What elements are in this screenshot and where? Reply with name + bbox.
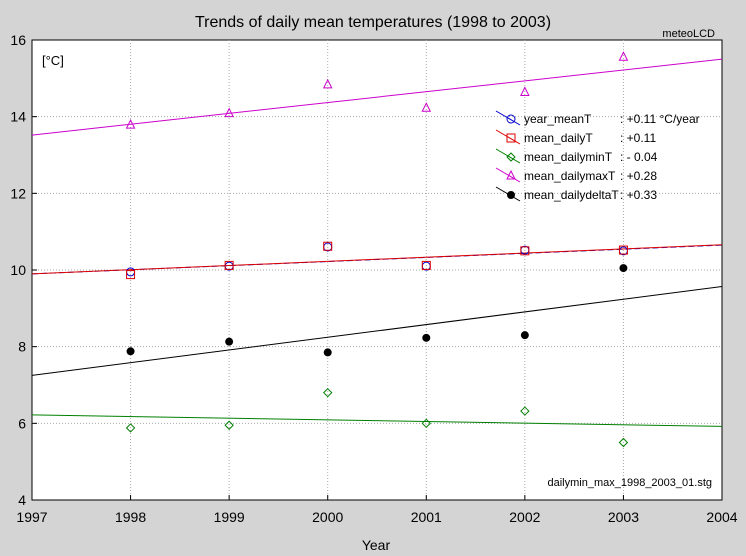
legend-swatch-line <box>495 110 521 126</box>
marker-mean_dailyminT <box>125 423 136 433</box>
legend-swatch-line <box>495 167 521 183</box>
marker-mean_dailydeltaT <box>225 337 234 346</box>
legend-trend: : +0.28 <box>620 169 657 183</box>
marker-mean_dailymaxT <box>520 86 530 97</box>
legend-marker <box>506 152 516 162</box>
source-label: dailymin_max_1998_2003_01.stg <box>547 477 712 489</box>
marker-mean_dailyminT <box>421 418 431 429</box>
marker-mean_dailydeltaT <box>520 331 529 340</box>
data-markers <box>125 51 629 448</box>
y-tick-label: 12 <box>10 185 26 201</box>
grid-lines <box>32 40 722 500</box>
marker-mean_dailyT <box>323 241 333 251</box>
marker-mean_dailyT <box>126 270 136 280</box>
legend-trend: : +0.11 °C/year <box>620 112 700 126</box>
marker-mean_dailymaxT <box>224 107 234 118</box>
legend-swatch-line <box>495 129 521 145</box>
marker-mean_dailyT <box>520 246 530 256</box>
x-tick-label: 1998 <box>115 509 146 525</box>
y-tick-label: 6 <box>18 415 26 431</box>
x-tick-label: 2002 <box>509 509 540 525</box>
marker-mean_dailyminT <box>520 406 530 416</box>
legend-marker <box>506 169 516 180</box>
x-tick-label: 2004 <box>706 509 737 525</box>
marker-mean_dailydeltaT <box>126 347 135 356</box>
y-tick-label: 16 <box>10 32 26 48</box>
marker-mean_dailyminT <box>323 387 333 398</box>
marker-mean_dailyminT <box>224 420 234 430</box>
marker-mean_dailyT <box>421 260 431 270</box>
x-axis-label: Year <box>362 537 391 553</box>
x-tick-label: 1997 <box>16 509 47 525</box>
marker-mean_dailydeltaT <box>323 348 332 357</box>
trend-line-mean_dailymaxT <box>31 58 723 136</box>
marker-mean_dailyminT <box>618 437 629 448</box>
legend-trend: : - 0.04 <box>620 150 658 164</box>
legend-label: mean_dailymaxT <box>524 169 616 183</box>
marker-mean_dailydeltaT <box>422 333 431 342</box>
trend-line-mean_dailyminT <box>31 414 723 427</box>
legend-trend: : +0.33 <box>620 188 657 202</box>
marker-mean_dailydeltaT <box>619 264 628 273</box>
marker-mean_dailyT <box>224 260 234 270</box>
marker-mean_dailymaxT <box>322 78 333 89</box>
marker-mean_dailyT <box>618 245 628 255</box>
axes: 1997 1998 1999 2000 2001 2002 2003 2004 4 6 8 10 12 1… <box>10 32 737 525</box>
legend-marker <box>506 133 516 143</box>
legend-trend: : +0.11 <box>620 131 656 145</box>
trend-line-mean_dailyT <box>31 244 723 275</box>
legend-label: mean_dailyT <box>524 131 593 145</box>
legend-label: mean_dailyminT <box>524 150 613 164</box>
marker-mean_dailymaxT <box>421 102 432 112</box>
chart-title: Trends of daily mean temperatures (1998 … <box>195 14 551 31</box>
legend: year_meanT : +0.11 °C/year mean_dailyT : +0… <box>495 110 700 202</box>
y-tick-label: 8 <box>18 339 26 355</box>
y-tick-label: 14 <box>10 109 26 125</box>
x-tick-label: 1999 <box>214 509 245 525</box>
legend-label: mean_dailydeltaT <box>524 188 619 202</box>
x-tick-label: 2001 <box>411 509 442 525</box>
trend-line-mean_dailydeltaT <box>31 285 723 376</box>
legend-label: year_meanT <box>524 112 592 126</box>
x-tick-label: 2003 <box>608 509 639 525</box>
unit-label: [°C] <box>42 53 64 68</box>
legend-marker <box>506 114 516 124</box>
legend-marker <box>507 191 515 199</box>
trend-lines <box>31 58 723 427</box>
y-tick-label: 4 <box>18 492 26 508</box>
marker-mean_dailymaxT <box>125 118 136 129</box>
marker-mean_dailymaxT <box>618 51 629 61</box>
x-tick-label: 2000 <box>312 509 343 525</box>
y-tick-label: 10 <box>10 262 26 278</box>
corner-note: meteoLCD <box>662 28 715 40</box>
